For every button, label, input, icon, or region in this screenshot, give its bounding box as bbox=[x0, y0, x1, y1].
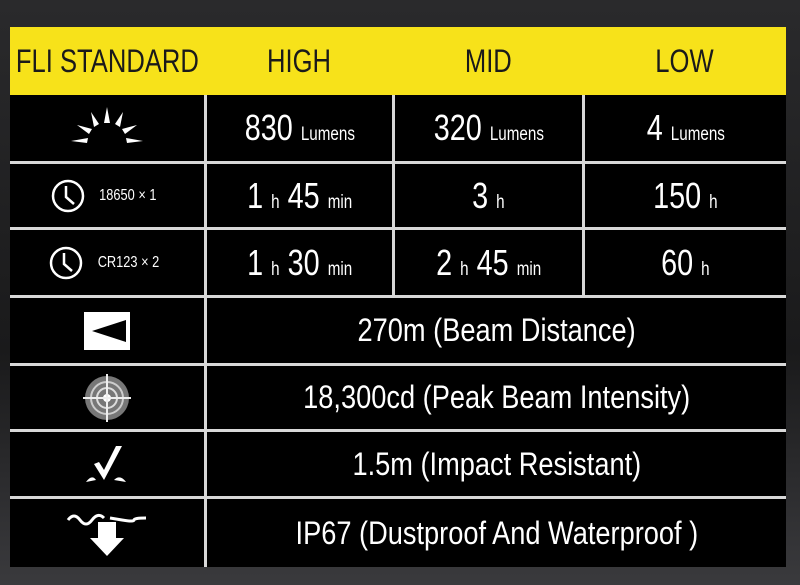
header-row bbox=[10, 27, 786, 95]
value: 150 bbox=[653, 174, 702, 216]
clock-icon bbox=[49, 246, 82, 279]
unit: min bbox=[327, 258, 353, 280]
unit: h bbox=[270, 191, 280, 213]
mid-runtime-cr123: 2 h 45 min bbox=[395, 230, 582, 295]
spec-text: IP67 (Dustproof And Waterproof ) bbox=[295, 514, 698, 551]
divider bbox=[10, 496, 786, 499]
value: 320 bbox=[433, 107, 482, 148]
runtime-18650-label: 18650 × 1 bbox=[10, 164, 204, 227]
header-mid-text: MID bbox=[464, 42, 512, 79]
value: 60 bbox=[661, 241, 694, 283]
unit: h bbox=[459, 258, 469, 280]
value: 30 bbox=[287, 241, 320, 283]
spec-text: 270m (Beam Distance) bbox=[357, 312, 636, 348]
value: 2 bbox=[435, 241, 452, 283]
value: 3 bbox=[472, 174, 489, 216]
header-mid: MID bbox=[393, 27, 583, 95]
unit: h bbox=[709, 191, 718, 213]
unit: min bbox=[516, 258, 542, 280]
low-lumens: 4 Lumens bbox=[585, 95, 786, 161]
unit: h bbox=[701, 258, 710, 280]
spec-text: 18,300cd (Peak Beam Intensity) bbox=[302, 379, 691, 415]
spec-table: FLI STANDARD HIGH MID LOW 830 Lumens 320… bbox=[10, 27, 786, 567]
divider bbox=[204, 95, 207, 567]
high-runtime-cr123: 1 h 30 min bbox=[207, 230, 392, 295]
beam-distance-icon bbox=[10, 298, 204, 363]
value: 4 bbox=[646, 107, 663, 148]
divider bbox=[10, 227, 786, 230]
unit: h bbox=[270, 258, 280, 280]
low-runtime-18650: 150 h bbox=[585, 164, 786, 227]
value: 45 bbox=[476, 241, 509, 283]
impact-resistant-spec: 1.5m (Impact Resistant) bbox=[207, 432, 786, 496]
runtime-cr123-label: CR123 × 2 bbox=[10, 230, 204, 295]
waterproof-spec: IP67 (Dustproof And Waterproof ) bbox=[207, 499, 786, 567]
beam-distance-spec: 270m (Beam Distance) bbox=[207, 298, 786, 363]
unit: Lumens bbox=[300, 124, 355, 145]
value: 1 bbox=[246, 241, 263, 283]
value: 45 bbox=[287, 174, 320, 216]
header-standard-text: FLI STANDARD bbox=[16, 42, 200, 79]
low-runtime-cr123: 60 h bbox=[585, 230, 786, 295]
target-intensity-icon bbox=[10, 366, 204, 429]
high-runtime-18650: 1 h 45 min bbox=[207, 164, 392, 227]
header-low: LOW bbox=[583, 27, 786, 95]
header-standard: FLI STANDARD bbox=[10, 27, 205, 95]
mid-lumens: 320 Lumens bbox=[395, 95, 582, 161]
header-high-text: HIGH bbox=[267, 42, 331, 79]
divider bbox=[10, 429, 786, 432]
unit: Lumens bbox=[670, 124, 725, 145]
divider bbox=[10, 161, 786, 164]
divider bbox=[10, 363, 786, 366]
high-lumens: 830 Lumens bbox=[207, 95, 392, 161]
sun-brightness-icon bbox=[10, 95, 204, 161]
mid-runtime-18650: 3 h bbox=[395, 164, 582, 227]
battery-label: CR123 × 2 bbox=[97, 253, 159, 271]
divider bbox=[582, 95, 585, 296]
value: 1 bbox=[246, 174, 263, 216]
divider bbox=[10, 295, 786, 298]
unit: h bbox=[496, 191, 505, 213]
clock-icon bbox=[51, 179, 85, 212]
battery-label: 18650 × 1 bbox=[99, 186, 157, 204]
value: 830 bbox=[244, 107, 293, 148]
divider bbox=[392, 95, 395, 296]
peak-intensity-spec: 18,300cd (Peak Beam Intensity) bbox=[207, 366, 786, 429]
header-low-text: LOW bbox=[655, 42, 714, 79]
header-high: HIGH bbox=[205, 27, 393, 95]
unit: Lumens bbox=[489, 124, 544, 145]
waterproof-icon bbox=[10, 499, 204, 567]
impact-resistant-icon bbox=[10, 432, 204, 496]
spec-text: 1.5m (Impact Resistant) bbox=[352, 445, 641, 482]
unit: min bbox=[327, 191, 353, 213]
